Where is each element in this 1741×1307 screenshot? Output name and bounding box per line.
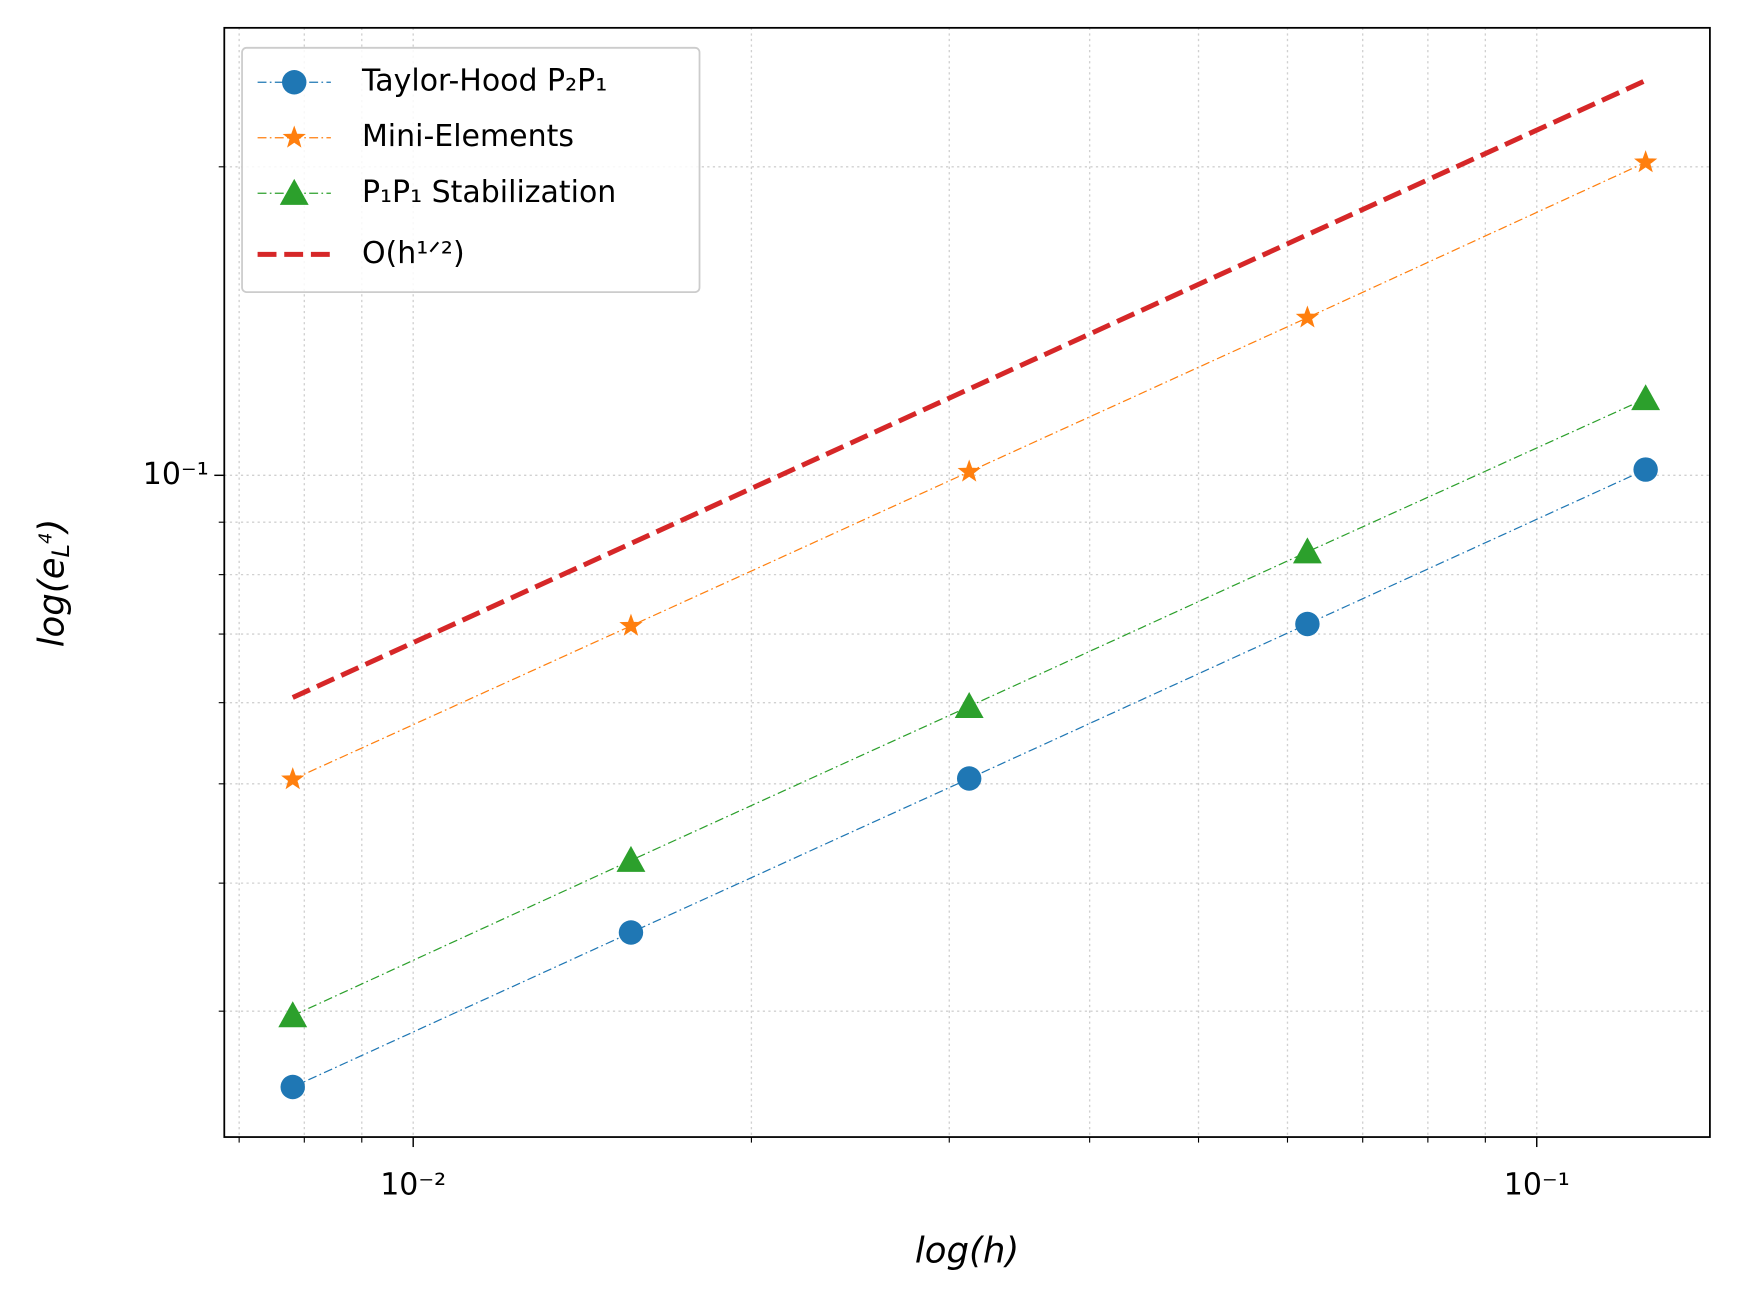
x-tick-label: 10⁻¹ — [1504, 1167, 1570, 1202]
marker — [1634, 150, 1658, 173]
y-label-part: L — [46, 544, 75, 558]
legend-label: P₁P₁ Stabilization — [362, 175, 616, 210]
marker — [282, 70, 307, 95]
y-label-part: log(e — [31, 557, 72, 647]
y-label-part: 4 — [37, 533, 57, 544]
legend-label: Taylor-Hood P₂P₁ — [361, 64, 607, 99]
marker — [278, 1001, 308, 1028]
marker — [956, 766, 982, 791]
legend-label: Mini-Elements — [362, 119, 574, 154]
y-label-part: ) — [31, 519, 72, 536]
legend: Taylor-Hood P₂P₁ Mini-Elements P₁P₁ Stabil… — [241, 46, 701, 293]
y-tick-label: 10⁻¹ — [143, 457, 209, 492]
marker — [1292, 537, 1322, 564]
marker — [281, 767, 305, 790]
legend-box — [241, 46, 701, 293]
marker — [619, 613, 643, 636]
marker — [282, 125, 306, 148]
plot-frame — [223, 26, 1711, 1138]
series-line — [291, 78, 1647, 700]
marker — [1295, 611, 1320, 637]
y-axis-label: log(eL4) — [31, 519, 75, 648]
marker — [954, 691, 984, 718]
x-tick-label: 10⁻² — [380, 1167, 446, 1202]
marker — [616, 845, 646, 872]
marker — [279, 178, 309, 205]
marker — [1295, 305, 1320, 328]
marker — [957, 459, 981, 482]
legend-label: O(h¹ᐟ²) — [362, 236, 465, 271]
marker — [280, 1074, 305, 1100]
marker — [1631, 384, 1661, 411]
x-axis-label: log(h) — [915, 1231, 1019, 1272]
marker — [1633, 457, 1658, 482]
marker — [618, 920, 644, 945]
